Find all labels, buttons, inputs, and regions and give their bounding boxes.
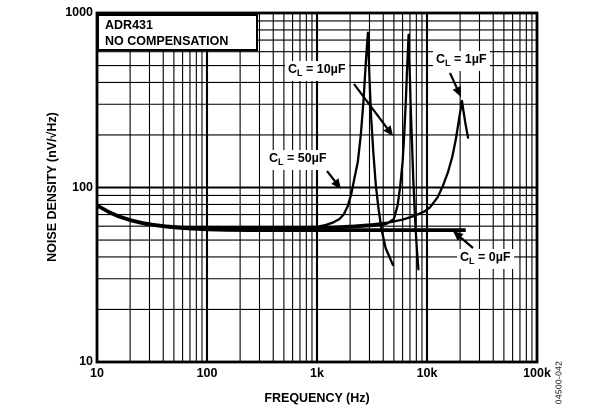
annotation-arrow-cl0: [459, 236, 474, 249]
chart-title-line1: ADR431: [105, 18, 153, 32]
y-tick-label-100: 100: [72, 179, 93, 194]
annotation-label-cl0: CL = 0µF: [457, 249, 514, 269]
chart-title-box: ADR431 NO COMPENSATION: [97, 14, 258, 51]
annotation-label-cl10: CL = 10µF: [285, 61, 349, 81]
annotation-arrowhead-cl1: [452, 86, 461, 97]
x-axis-title: FREQUENCY (Hz): [264, 391, 370, 405]
x-tick-label-100: 100: [196, 366, 218, 380]
annotation-arrowhead-cl10: [383, 125, 393, 136]
annotation-arrow-cl50: [326, 170, 336, 182]
annotation-label-cl1: CL = 1µF: [433, 51, 490, 71]
annotation-arrowhead-cl50: [331, 178, 341, 189]
curve-cl-0uF: [96, 203, 466, 232]
x-tick-label-10: 10: [90, 366, 104, 380]
figure-number-watermark: 04500-042: [553, 360, 564, 405]
annotation-arrow-cl10: [353, 83, 388, 129]
y-tick-label-10: 10: [79, 354, 93, 368]
x-tick-label-1k: 1k: [310, 366, 324, 380]
y-tick-label-1000: 1000: [65, 5, 93, 19]
x-tick-label-10k: 10k: [416, 366, 438, 380]
annotation-arrowhead-cl0: [453, 231, 464, 241]
chart-title-line2: NO COMPENSATION: [105, 33, 229, 48]
x-tick-label-100k: 100k: [523, 366, 551, 380]
annotation-label-cl50: CL = 50µF: [266, 150, 330, 170]
plot-frame: [95, 11, 539, 364]
annotation-arrow-cl1: [449, 72, 458, 89]
